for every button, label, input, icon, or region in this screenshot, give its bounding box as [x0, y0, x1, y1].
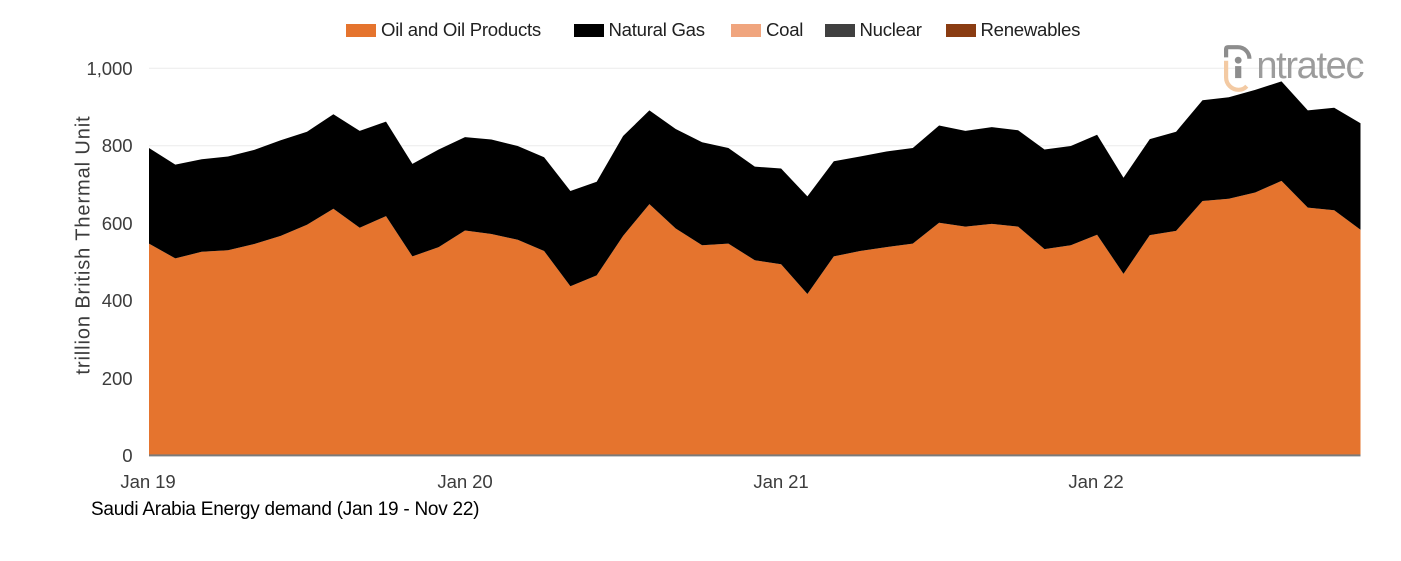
svg-text:ntratec: ntratec: [1256, 45, 1363, 87]
